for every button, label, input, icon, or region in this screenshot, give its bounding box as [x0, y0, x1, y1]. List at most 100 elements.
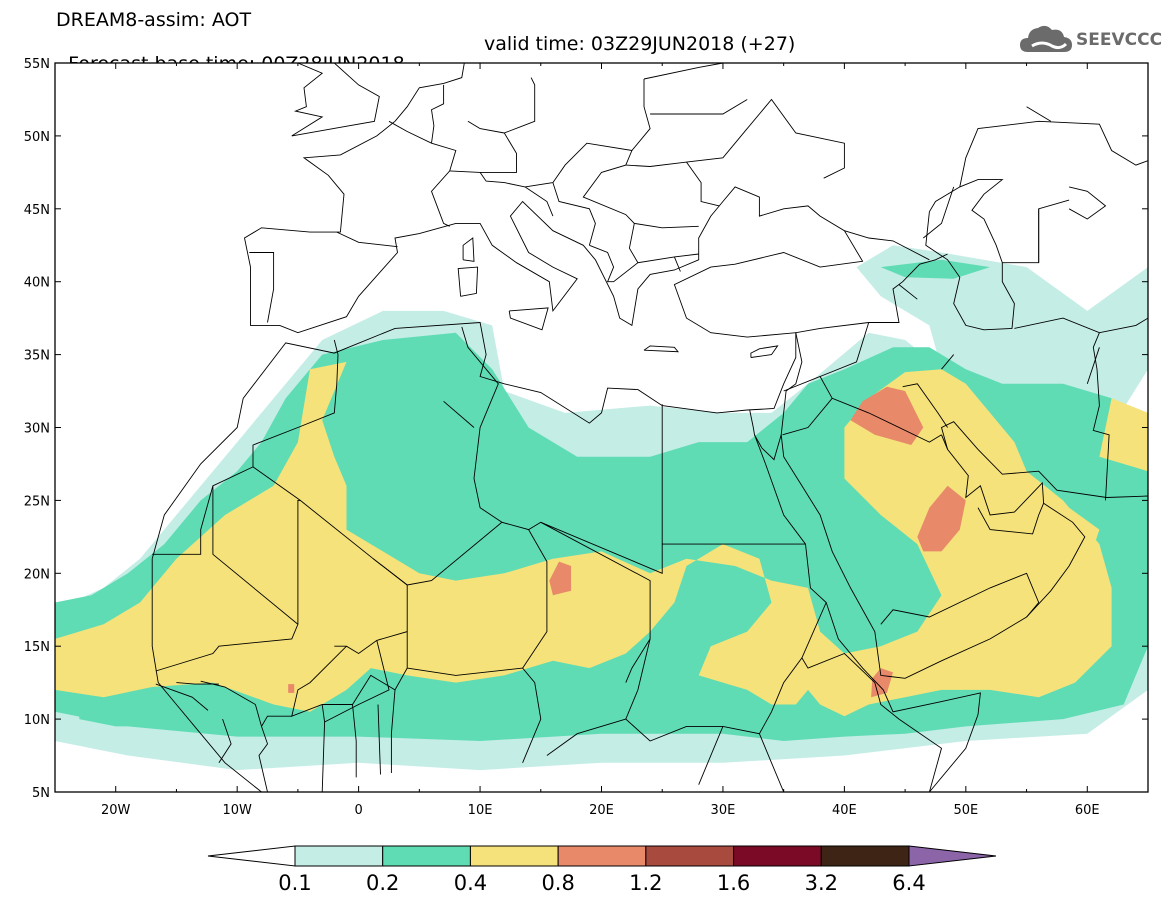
country-border — [546, 718, 626, 756]
colorbar-label: 0.1 — [278, 871, 311, 895]
country-border — [443, 400, 475, 428]
colorbar-cell — [557, 845, 647, 867]
colorbar-label: 3.2 — [805, 871, 838, 895]
lat-label: 15N — [24, 640, 50, 655]
country-border — [634, 222, 699, 229]
axis-ticks: 55N 50N 45N 40N 35N 30N 25N 20N 15N 10N 5N 20W 10W 0 1… — [24, 57, 1149, 818]
country-border — [1014, 317, 1148, 334]
colorbar-over-triangle — [908, 845, 997, 867]
lon-label: 10E — [468, 803, 493, 818]
colorbar-label: 0.8 — [541, 871, 574, 895]
country-border — [333, 339, 339, 355]
country-border — [902, 383, 948, 428]
coastline — [457, 266, 479, 297]
colorbar-cell — [294, 845, 384, 867]
coastline — [752, 427, 981, 792]
lat-label: 10N — [24, 713, 50, 728]
country-border — [959, 120, 1148, 187]
country-border — [218, 718, 232, 764]
country-border — [352, 704, 357, 778]
country-border — [291, 631, 408, 717]
valid-time: valid time: 03Z29JUN2018 (+27) — [484, 33, 796, 55]
colorbar-label: 0.2 — [366, 871, 399, 895]
cloud-icon — [1020, 25, 1072, 52]
country-border — [844, 230, 930, 261]
coastline — [941, 354, 955, 370]
seevccc-logo: SEEVCCC — [1018, 22, 1162, 56]
country-border — [874, 682, 943, 792]
coastline — [941, 434, 949, 450]
country-border — [819, 322, 870, 377]
aot-fields — [55, 245, 1148, 771]
map-title: DREAM8-assim: AOT — [56, 9, 252, 31]
lon-label: 50E — [953, 803, 978, 818]
country-border — [758, 733, 785, 792]
aot-region — [79, 697, 189, 727]
coastline — [291, 63, 324, 137]
country-border — [783, 375, 942, 443]
aot-region — [880, 412, 1100, 566]
country-border — [1092, 332, 1110, 501]
country-border — [155, 485, 299, 672]
lat-label: 50N — [24, 130, 50, 145]
coastline — [508, 307, 549, 331]
aot-region — [1099, 398, 1148, 472]
country-border — [155, 683, 209, 711]
coastlines — [151, 63, 1148, 792]
colorbar-label: 1.2 — [629, 871, 662, 895]
coastline — [643, 345, 679, 353]
country-border — [977, 503, 1045, 535]
country-border — [589, 244, 639, 283]
country-border — [782, 398, 833, 436]
country-border — [898, 284, 918, 300]
lon-label: 10W — [222, 803, 252, 818]
colorbar-cell — [645, 845, 735, 867]
country-border — [650, 99, 748, 115]
colorbar-under-triangle — [207, 845, 296, 867]
colorbar-cell — [733, 845, 822, 867]
country-border — [324, 640, 390, 723]
aot-region — [549, 561, 572, 596]
country-border — [261, 715, 292, 727]
lon-label: 20E — [589, 803, 614, 818]
country-border — [390, 689, 396, 773]
coastline — [151, 558, 262, 792]
lat-label: 5N — [32, 786, 50, 801]
country-border — [686, 98, 845, 179]
country-border — [431, 84, 445, 144]
aot-region — [880, 259, 991, 279]
country-border — [673, 256, 681, 272]
lon-label: 40E — [832, 803, 857, 818]
lat-label: 55N — [24, 57, 50, 72]
country-border — [467, 120, 505, 134]
lat-label: 20N — [24, 567, 50, 582]
country-border — [249, 252, 275, 323]
country-border — [880, 572, 1040, 625]
aot-region — [288, 684, 295, 693]
coastline — [462, 237, 475, 262]
country-border — [388, 120, 457, 227]
country-border — [461, 326, 503, 523]
country-border — [1086, 347, 1100, 384]
country-border — [297, 499, 301, 625]
colorbar-label: 1.6 — [717, 871, 750, 895]
lat-label: 40N — [24, 276, 50, 291]
country-border — [552, 182, 596, 246]
country-border — [643, 63, 723, 80]
country-border — [801, 652, 876, 683]
country-border — [176, 682, 219, 685]
colorbar-cell — [820, 845, 910, 867]
coastline — [151, 63, 864, 559]
colorbar-cell — [382, 845, 471, 867]
lat-label: 25N — [24, 494, 50, 509]
lon-label: 0 — [354, 803, 362, 818]
country-border — [321, 704, 326, 792]
country-border — [698, 726, 724, 785]
country-border — [1026, 106, 1052, 122]
country-border — [582, 150, 699, 264]
lon-label: 30E — [711, 803, 736, 818]
lat-label: 35N — [24, 349, 50, 364]
colorbar-label: 0.4 — [454, 871, 487, 895]
